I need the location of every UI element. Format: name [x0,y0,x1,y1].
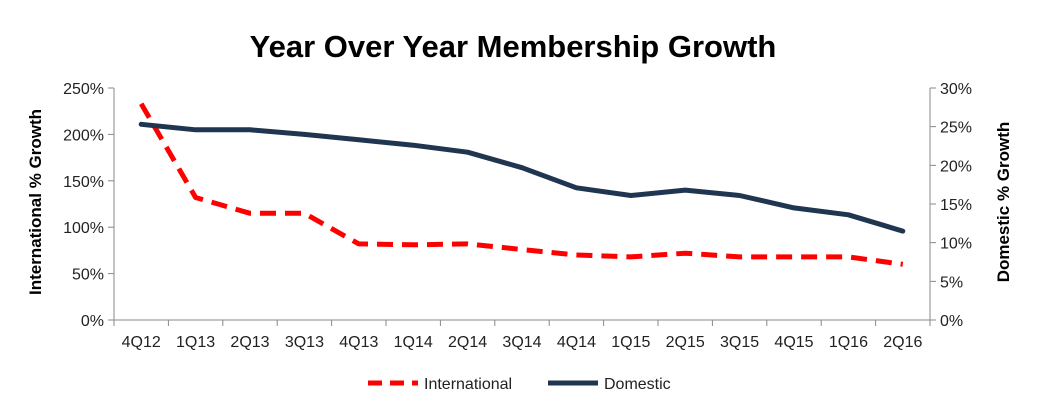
right-tick-label: 15% [940,197,972,214]
right-axis-ticks: 0% 5% 10% 15% 20% 25% 30% [930,81,972,330]
x-tick-label: 4Q13 [339,334,378,351]
chart-title: Year Over Year Membership Growth [250,29,777,64]
x-tick-label: 3Q14 [502,334,541,351]
x-tick-label: 4Q12 [122,334,161,351]
legend-domestic-label: Domestic [604,376,671,393]
legend: International Domestic [368,376,671,393]
right-tick-label: 0% [940,313,963,330]
left-tick-label: 200% [63,127,104,144]
right-tick-label: 5% [940,274,963,291]
left-tick-label: 150% [63,174,104,191]
x-tick-label: 4Q14 [557,334,596,351]
x-tick-label: 1Q15 [611,334,650,351]
left-tick-label: 0% [81,313,104,330]
right-tick-label: 10% [940,236,972,253]
left-axis-label: International % Growth [26,109,45,295]
right-tick-label: 25% [940,120,972,137]
x-tick-label: 4Q15 [774,334,813,351]
series-line-international [139,102,904,267]
x-tick-label: 2Q14 [448,334,487,351]
x-tick-label: 2Q16 [883,334,922,351]
left-tick-label: 250% [63,81,104,98]
series-line-domestic [138,121,906,234]
left-tick-label: 50% [72,267,104,284]
x-tick-label: 1Q14 [394,334,433,351]
x-tick-label: 1Q13 [176,334,215,351]
x-axis-ticks: 4Q12 1Q13 2Q13 3Q13 4Q13 1Q14 2Q14 3Q14 4Q14 1Q15… [113,320,931,351]
right-axis-title: Domestic % Growth [994,122,1013,283]
x-tick-label: 2Q15 [666,334,705,351]
right-tick-label: 20% [940,158,972,175]
left-axis-title: International % Growth [26,109,45,295]
x-tick-label: 1Q16 [829,334,868,351]
right-axis-label: Domestic % Growth [994,122,1013,283]
x-tick-label: 3Q15 [720,334,759,351]
left-tick-label: 100% [63,220,104,237]
legend-international-label: International [424,376,512,393]
series-layer [138,102,906,267]
x-tick-label: 3Q13 [285,334,324,351]
right-tick-label: 30% [940,81,972,98]
left-axis-ticks: 0% 50% 100% 150% 200% 250% [63,81,114,330]
x-tick-label: 2Q13 [230,334,269,351]
